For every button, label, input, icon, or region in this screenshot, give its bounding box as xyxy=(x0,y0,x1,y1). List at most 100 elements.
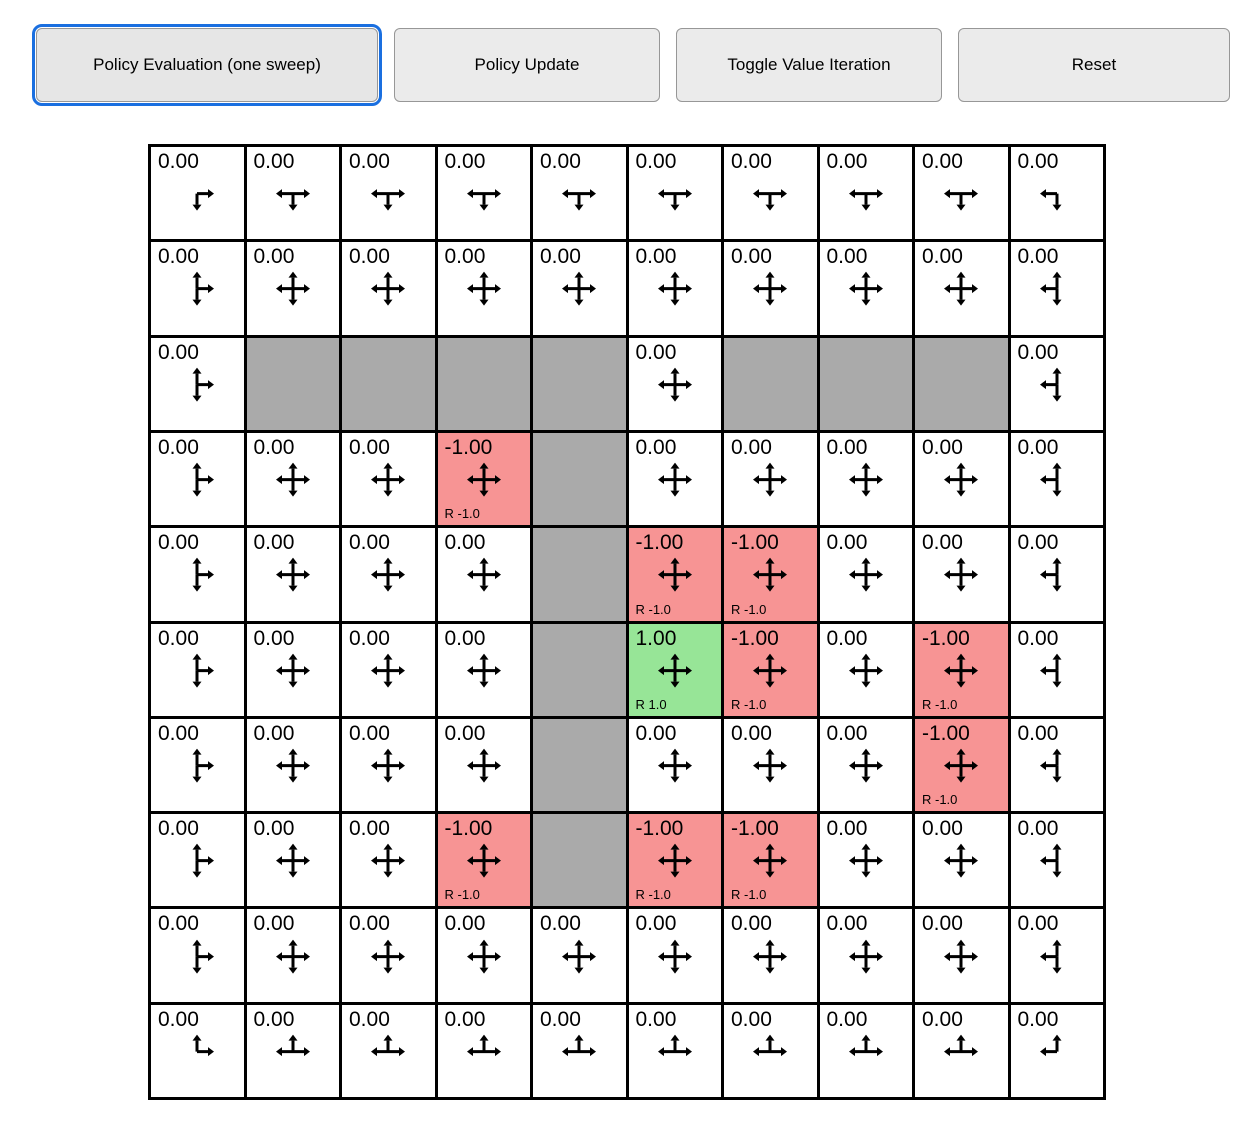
grid-cell[interactable]: 0.00 xyxy=(1010,147,1103,240)
policy-evaluation-button[interactable]: Policy Evaluation (one sweep) xyxy=(32,24,382,106)
grid-cell-wall[interactable] xyxy=(724,337,817,430)
grid-cell[interactable]: 0.00 xyxy=(819,242,912,335)
grid-cell[interactable]: 0.00 xyxy=(246,909,339,1002)
grid-cell[interactable]: 0.00 xyxy=(342,528,435,621)
grid-cell[interactable]: 0.00 xyxy=(246,814,339,907)
grid-cell-wall[interactable] xyxy=(342,337,435,430)
grid-cell[interactable]: 0.00 xyxy=(1010,1004,1103,1097)
grid-cell-wall[interactable] xyxy=(819,337,912,430)
grid-cell[interactable]: 0.00 xyxy=(724,147,817,240)
grid-cell[interactable]: 0.00 xyxy=(819,432,912,526)
grid-cell[interactable]: 0.00 xyxy=(151,623,244,716)
reset-button[interactable]: Reset xyxy=(958,28,1230,102)
grid-cell-wall[interactable] xyxy=(533,528,626,621)
grid-cell[interactable]: 0.00 xyxy=(915,909,1008,1002)
policy-update-button[interactable]: Policy Update xyxy=(394,28,660,102)
grid-cell-wall[interactable] xyxy=(533,432,626,526)
grid-cell[interactable]: -1.00 R -1.0 xyxy=(724,623,817,716)
grid-cell[interactable]: 0.00 xyxy=(1010,718,1103,812)
grid-cell[interactable]: 0.00 xyxy=(628,909,721,1002)
grid-cell[interactable]: 0.00 xyxy=(628,718,721,812)
grid-cell[interactable]: 0.00 xyxy=(437,1004,530,1097)
grid-cell[interactable]: 0.00 xyxy=(151,528,244,621)
grid-cell[interactable]: 0.00 xyxy=(819,814,912,907)
grid-cell[interactable]: 0.00 xyxy=(246,242,339,335)
grid-cell[interactable]: 0.00 xyxy=(151,242,244,335)
grid-cell-wall[interactable] xyxy=(533,623,626,716)
grid-cell[interactable]: 0.00 xyxy=(628,242,721,335)
grid-cell[interactable]: 0.00 xyxy=(533,1004,626,1097)
grid-cell[interactable]: 0.00 xyxy=(246,528,339,621)
grid-cell[interactable]: -1.00 R -1.0 xyxy=(724,528,817,621)
grid-cell[interactable]: 0.00 xyxy=(915,1004,1008,1097)
grid-cell[interactable]: 0.00 xyxy=(437,147,530,240)
grid-cell[interactable]: 0.00 xyxy=(342,814,435,907)
grid-cell[interactable]: 0.00 xyxy=(533,242,626,335)
grid-cell[interactable]: 0.00 xyxy=(437,528,530,621)
grid-cell[interactable]: 0.00 xyxy=(151,814,244,907)
grid-cell[interactable]: 0.00 xyxy=(246,147,339,240)
grid-cell[interactable]: 0.00 xyxy=(915,242,1008,335)
grid-cell[interactable]: 0.00 xyxy=(819,147,912,240)
grid-cell[interactable]: -1.00 R -1.0 xyxy=(628,814,721,907)
grid-cell[interactable]: 0.00 xyxy=(724,242,817,335)
grid-cell[interactable]: 0.00 xyxy=(819,1004,912,1097)
grid-cell[interactable]: 0.00 xyxy=(819,718,912,812)
grid-cell[interactable]: 0.00 xyxy=(724,909,817,1002)
grid-cell[interactable]: 0.00 xyxy=(915,147,1008,240)
grid-cell[interactable]: 0.00 xyxy=(342,432,435,526)
grid-cell[interactable]: 0.00 xyxy=(628,147,721,240)
grid-cell[interactable]: 0.00 xyxy=(819,909,912,1002)
grid-cell-wall[interactable] xyxy=(533,337,626,430)
grid-cell[interactable]: 0.00 xyxy=(437,242,530,335)
grid-cell[interactable]: 0.00 xyxy=(1010,432,1103,526)
grid-cell[interactable]: -1.00 R -1.0 xyxy=(915,623,1008,716)
grid-cell[interactable]: 0.00 xyxy=(915,528,1008,621)
grid-cell[interactable]: 0.00 xyxy=(1010,909,1103,1002)
grid-cell[interactable]: 0.00 xyxy=(819,623,912,716)
grid-cell[interactable]: 0.00 xyxy=(724,432,817,526)
grid-cell[interactable]: 0.00 xyxy=(342,242,435,335)
grid-cell-wall[interactable] xyxy=(533,814,626,907)
grid-cell[interactable]: 0.00 xyxy=(628,337,721,430)
grid-cell[interactable]: 0.00 xyxy=(1010,528,1103,621)
grid-cell[interactable]: 0.00 xyxy=(628,432,721,526)
grid-cell[interactable]: 0.00 xyxy=(437,718,530,812)
grid-cell[interactable]: 0.00 xyxy=(151,147,244,240)
grid-cell[interactable]: 0.00 xyxy=(342,909,435,1002)
grid-cell[interactable]: -1.00 R -1.0 xyxy=(628,528,721,621)
grid-cell[interactable]: 0.00 xyxy=(246,718,339,812)
grid-cell[interactable]: 0.00 xyxy=(246,623,339,716)
grid-cell[interactable]: 0.00 xyxy=(437,909,530,1002)
grid-cell[interactable]: 0.00 xyxy=(151,909,244,1002)
grid-cell[interactable]: 0.00 xyxy=(246,432,339,526)
grid-cell[interactable]: 0.00 xyxy=(724,1004,817,1097)
grid-cell[interactable]: 0.00 xyxy=(1010,242,1103,335)
grid-cell[interactable]: 0.00 xyxy=(151,718,244,812)
grid-cell[interactable]: 0.00 xyxy=(628,1004,721,1097)
grid-cell[interactable]: 0.00 xyxy=(151,337,244,430)
grid-cell[interactable]: 0.00 xyxy=(342,623,435,716)
grid-cell[interactable]: 1.00 R 1.0 xyxy=(628,623,721,716)
grid-cell-wall[interactable] xyxy=(437,337,530,430)
grid-cell[interactable]: 0.00 xyxy=(1010,337,1103,430)
grid-cell[interactable]: -1.00 R -1.0 xyxy=(437,432,530,526)
grid-cell[interactable]: 0.00 xyxy=(342,147,435,240)
grid-cell[interactable]: 0.00 xyxy=(724,718,817,812)
grid-cell[interactable]: 0.00 xyxy=(342,1004,435,1097)
grid-cell-wall[interactable] xyxy=(915,337,1008,430)
grid-cell[interactable]: 0.00 xyxy=(151,1004,244,1097)
grid-cell[interactable]: 0.00 xyxy=(437,623,530,716)
grid-cell[interactable]: 0.00 xyxy=(533,147,626,240)
grid-cell[interactable]: 0.00 xyxy=(533,909,626,1002)
grid-cell-wall[interactable] xyxy=(246,337,339,430)
grid-cell[interactable]: 0.00 xyxy=(1010,623,1103,716)
grid-cell[interactable]: 0.00 xyxy=(819,528,912,621)
grid-cell[interactable]: 0.00 xyxy=(151,432,244,526)
grid-cell[interactable]: 0.00 xyxy=(246,1004,339,1097)
grid-cell[interactable]: -1.00 R -1.0 xyxy=(437,814,530,907)
grid-cell[interactable]: -1.00 R -1.0 xyxy=(915,718,1008,812)
grid-cell[interactable]: 0.00 xyxy=(915,814,1008,907)
grid-cell[interactable]: 0.00 xyxy=(1010,814,1103,907)
grid-cell[interactable]: 0.00 xyxy=(915,432,1008,526)
